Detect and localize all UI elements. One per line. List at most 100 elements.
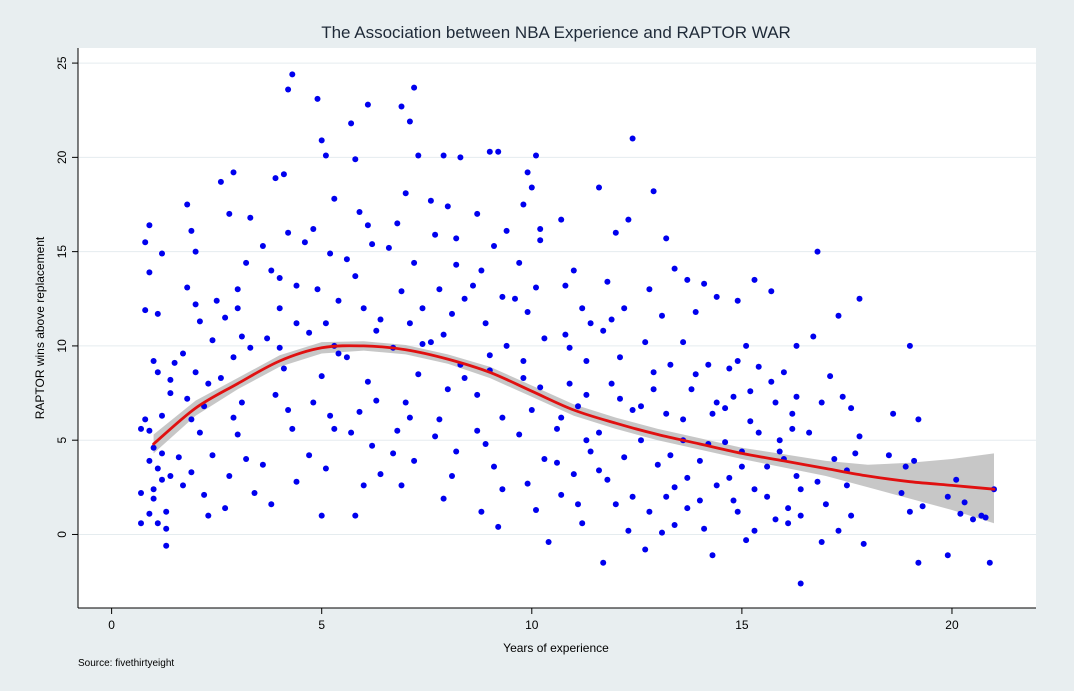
y-tick-label-15: 15 — [55, 245, 69, 259]
data-point-345 — [843, 482, 850, 489]
data-point-57 — [234, 431, 241, 438]
data-point-165 — [449, 473, 455, 479]
data-point-105 — [335, 297, 342, 304]
data-point-273 — [713, 293, 720, 300]
data-point-295 — [730, 393, 737, 400]
data-point-276 — [688, 386, 695, 393]
data-point-348 — [856, 433, 863, 440]
data-point-9 — [163, 542, 170, 549]
data-point-333 — [827, 373, 834, 380]
data-point-214 — [583, 358, 590, 364]
data-point-362 — [961, 499, 968, 506]
data-point-54 — [222, 314, 229, 321]
data-point-52 — [226, 210, 233, 217]
data-point-27 — [146, 510, 153, 517]
data-point-268 — [638, 403, 644, 410]
data-point-218 — [587, 448, 594, 455]
plot-background — [78, 48, 1036, 608]
data-point-166 — [461, 375, 468, 381]
data-point-148 — [419, 341, 426, 347]
chart-title: The Association between NBA Experience a… — [321, 23, 791, 42]
data-point-168 — [453, 235, 460, 242]
data-point-99 — [335, 350, 342, 357]
data-point-311 — [793, 342, 800, 349]
data-point-38 — [205, 512, 212, 519]
data-point-232 — [625, 216, 632, 223]
data-point-130 — [398, 103, 405, 110]
data-point-328 — [776, 437, 783, 444]
data-point-343 — [856, 295, 863, 302]
data-point-308 — [751, 527, 758, 534]
data-point-62 — [213, 297, 220, 304]
data-point-280 — [713, 482, 720, 489]
data-point-83 — [293, 478, 300, 485]
data-point-49 — [192, 248, 199, 255]
data-point-226 — [575, 501, 581, 508]
x-axis-label: Years of experience — [503, 641, 609, 655]
data-point-266 — [650, 369, 657, 376]
data-point-356 — [915, 559, 922, 566]
data-point-163 — [461, 295, 468, 302]
data-point-355 — [919, 503, 926, 510]
data-point-200 — [537, 384, 544, 391]
data-point-169 — [440, 331, 447, 338]
data-point-264 — [642, 546, 649, 553]
data-point-270 — [684, 276, 691, 283]
data-point-100 — [318, 373, 325, 380]
data-point-286 — [684, 474, 691, 481]
data-point-217 — [554, 425, 560, 432]
data-point-330 — [814, 248, 821, 255]
data-point-88 — [285, 407, 292, 413]
data-point-155 — [436, 286, 443, 293]
data-point-255 — [642, 339, 649, 346]
data-point-144 — [398, 482, 405, 489]
data-point-14 — [167, 473, 174, 479]
data-point-156 — [449, 310, 455, 317]
data-point-118 — [343, 354, 350, 361]
data-point-111 — [352, 156, 359, 163]
data-point-233 — [604, 278, 611, 285]
data-point-213 — [562, 331, 569, 338]
data-point-205 — [533, 507, 539, 513]
data-point-21 — [154, 465, 161, 472]
data-point-71 — [285, 86, 292, 93]
data-point-347 — [848, 512, 855, 519]
data-point-327 — [793, 393, 800, 400]
data-point-50 — [217, 178, 224, 185]
data-point-299 — [751, 486, 758, 493]
data-point-51 — [230, 169, 237, 176]
gridlines — [79, 62, 1036, 535]
data-point-125 — [343, 256, 350, 263]
data-point-87 — [259, 243, 266, 249]
data-point-114 — [369, 241, 376, 248]
data-point-354 — [915, 416, 922, 423]
x-tick-label-20: 20 — [945, 618, 959, 632]
axes — [72, 48, 1036, 614]
data-point-40 — [192, 369, 199, 376]
data-point-101 — [310, 399, 317, 406]
data-point-53 — [234, 286, 241, 293]
data-point-331 — [835, 312, 842, 319]
data-point-122 — [360, 482, 367, 489]
data-point-332 — [810, 333, 817, 340]
data-point-2 — [146, 222, 153, 229]
data-point-184 — [495, 523, 502, 530]
data-point-113 — [356, 209, 363, 215]
data-point-132 — [406, 118, 413, 125]
data-point-84 — [268, 501, 275, 508]
data-point-145 — [419, 305, 426, 312]
data-point-228 — [583, 437, 590, 444]
data-point-251 — [663, 235, 670, 242]
data-point-310 — [768, 288, 775, 295]
y-tick-label-10: 10 — [55, 339, 69, 353]
data-point-19 — [159, 412, 165, 419]
data-point-221 — [579, 520, 586, 527]
data-point-320 — [768, 378, 775, 385]
data-point-195 — [516, 259, 523, 266]
data-point-171 — [495, 148, 502, 155]
data-point-219 — [570, 471, 577, 478]
data-point-120 — [356, 408, 363, 415]
data-point-307 — [722, 405, 729, 412]
data-point-85 — [276, 344, 283, 351]
data-point-161 — [453, 448, 460, 455]
